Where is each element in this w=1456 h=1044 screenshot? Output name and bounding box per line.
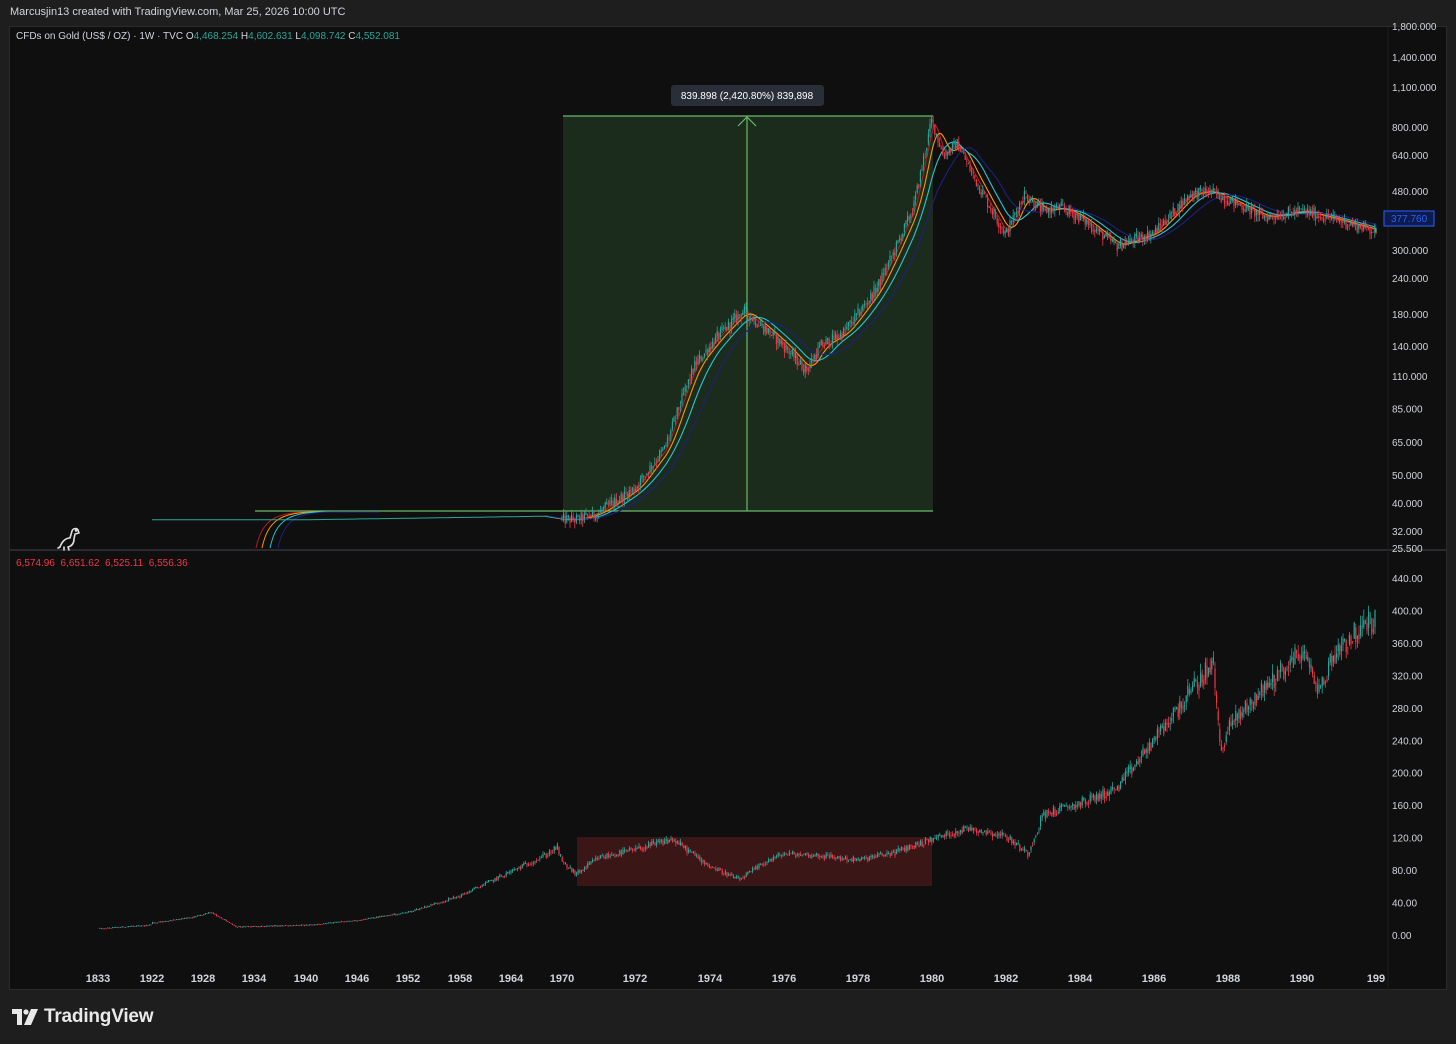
footer-bar [0, 992, 1456, 1044]
tradingview-logo[interactable]: TradingView [12, 1006, 154, 1028]
top-legend: CFDs on Gold (US$ / OZ) · 1W · TVC O4,46… [16, 31, 400, 42]
tradingview-logo-icon [12, 1009, 38, 1025]
attribution-text: Marcusjin13 created with TradingView.com… [10, 6, 346, 18]
open-label: O [185, 31, 194, 42]
chart-frame[interactable] [9, 26, 1447, 990]
high-value: 4,602.631 [248, 31, 293, 42]
close-label: C [348, 31, 356, 42]
tradingview-brand: TradingView [44, 1006, 154, 1027]
bottom-low-value: 6,525.11 [105, 558, 144, 569]
high-label: H [240, 31, 249, 42]
bottom-open-value: 6,574.96 [16, 558, 55, 569]
bottom-close-value: 6,556.36 [148, 558, 188, 569]
bottom-high-value: 6,651.62 [60, 558, 100, 569]
bottom-legend: 6,574.96 6,651.62 6,525.11 6,556.36 [16, 558, 188, 569]
symbol-title[interactable]: CFDs on Gold (US$ / OZ) · 1W · TVC [16, 31, 184, 42]
attribution-bar: Marcusjin13 created with TradingView.com… [0, 0, 1456, 26]
low-value: 4,098.742 [300, 31, 346, 42]
close-value: 4,552.081 [355, 31, 401, 42]
open-value: 4,468.254 [193, 31, 239, 42]
low-label: L [295, 31, 301, 42]
